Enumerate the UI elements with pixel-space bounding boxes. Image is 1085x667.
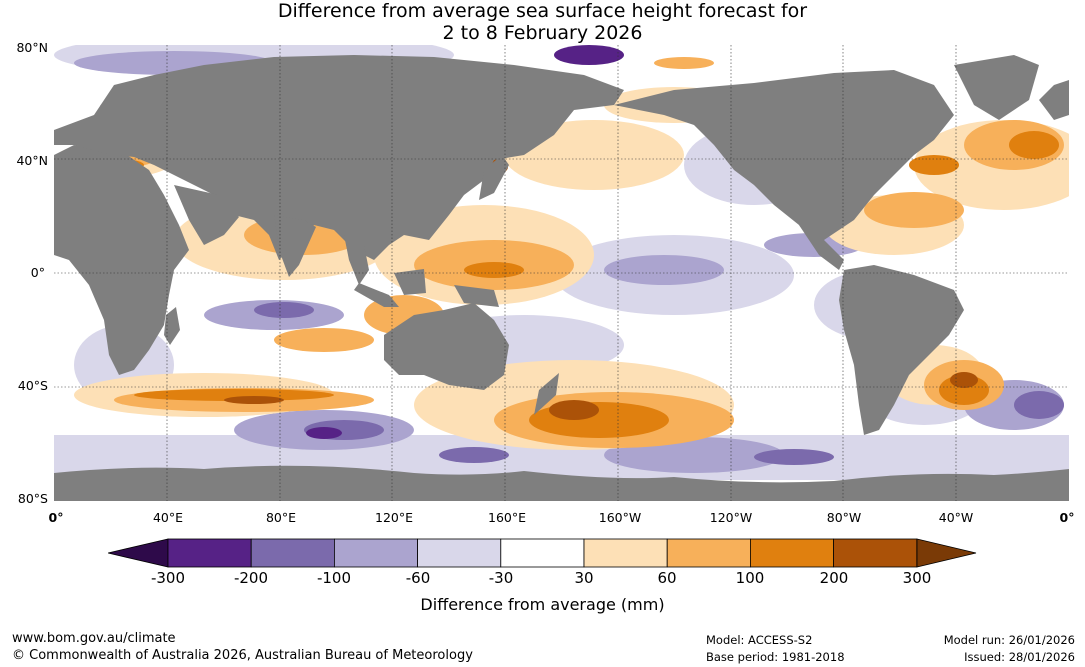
footer-copyright: © Commonwealth of Australia 2026, Austra… xyxy=(12,648,473,663)
colorbar-bin-8 xyxy=(833,538,918,568)
lon-label-0-left: 0° xyxy=(48,510,64,525)
lon-label-120w: 120°W xyxy=(709,510,753,525)
land-indonesia-2 xyxy=(394,269,426,295)
colorbar-bin-0 xyxy=(167,538,252,568)
land-indonesia-1 xyxy=(354,283,399,307)
lat-label-0: 0° xyxy=(30,265,45,280)
footer-base-period: Base period: 1981-2018 xyxy=(706,650,845,664)
lon-label-80w: 80°W xyxy=(826,510,862,525)
land-australia xyxy=(384,303,509,390)
colorbar-tick-m30: -30 xyxy=(488,569,514,587)
lat-label-80s: 80°S xyxy=(17,491,48,506)
land-masses xyxy=(54,55,1069,501)
lon-label-80e: 80°E xyxy=(265,510,297,525)
lon-label-40w: 40°W xyxy=(938,510,974,525)
colorbar-below-min xyxy=(108,538,169,568)
colorbar-bin-4 xyxy=(500,538,585,568)
footer-issued: Issued: 28/01/2026 xyxy=(964,650,1075,664)
colorbar-above-max xyxy=(916,538,977,568)
sea-surface-height-map xyxy=(54,45,1069,501)
land-south-america xyxy=(839,265,964,435)
colorbar-tick-300: 300 xyxy=(902,569,932,587)
footer-model: Model: ACCESS-S2 xyxy=(706,633,813,647)
lat-label-40s: 40°S xyxy=(17,378,48,393)
colorbar xyxy=(108,538,977,568)
footer-url[interactable]: www.bom.gov.au/climate xyxy=(12,631,176,646)
lon-label-40e: 40°E xyxy=(152,510,184,525)
colorbar-tick-100: 100 xyxy=(735,569,765,587)
land-antarctica xyxy=(54,465,1069,501)
anomaly-negative-extreme xyxy=(306,45,624,439)
colorbar-bin-5 xyxy=(583,538,668,568)
colorbar-tick-200: 200 xyxy=(819,569,849,587)
land-madagascar xyxy=(164,307,180,345)
land-central-america xyxy=(799,225,844,270)
colorbar-tick-m60: -60 xyxy=(405,569,431,587)
land-se-asia xyxy=(344,235,369,285)
land-africa xyxy=(54,145,189,375)
lon-label-160w: 160°W xyxy=(598,510,642,525)
land-north-america xyxy=(614,70,954,245)
land-new-guinea xyxy=(454,285,499,307)
lon-label-120e: 120°E xyxy=(374,510,414,525)
land-new-zealand xyxy=(534,373,559,415)
colorbar-bin-7 xyxy=(750,538,835,568)
colorbar-tick-m200: -200 xyxy=(233,569,269,587)
colorbar-bin-1 xyxy=(250,538,335,568)
map-title-line1: Difference from average sea surface heig… xyxy=(277,0,808,22)
lat-label-80n: 80°N xyxy=(16,40,48,55)
lon-label-160e: 160°E xyxy=(487,510,527,525)
colorbar-bin-3 xyxy=(417,538,502,568)
colorbar-tick-m300: -300 xyxy=(150,569,186,587)
colorbar-tick-60: 60 xyxy=(657,569,677,587)
graticule xyxy=(54,45,1069,501)
colorbar-title: Difference from average (mm) xyxy=(420,595,665,614)
colorbar-bin-2 xyxy=(333,538,418,568)
land-greenland xyxy=(954,55,1039,120)
colorbar-bins xyxy=(167,538,918,568)
land-eurasia xyxy=(54,55,624,260)
lon-label-0-right: 0° xyxy=(1059,510,1075,525)
colorbar-tick-30: 30 xyxy=(574,569,594,587)
lat-label-40n: 40°N xyxy=(16,153,48,168)
colorbar-tick-m100: -100 xyxy=(316,569,352,587)
footer-model-run: Model run: 26/01/2026 xyxy=(943,633,1075,647)
land-scandinavia xyxy=(1039,80,1069,120)
land-india xyxy=(274,215,316,277)
land-arabia xyxy=(174,185,239,245)
map-title-line2: 2 to 8 February 2026 xyxy=(442,22,643,44)
land-japan xyxy=(479,155,509,200)
colorbar-bin-6 xyxy=(666,538,751,568)
